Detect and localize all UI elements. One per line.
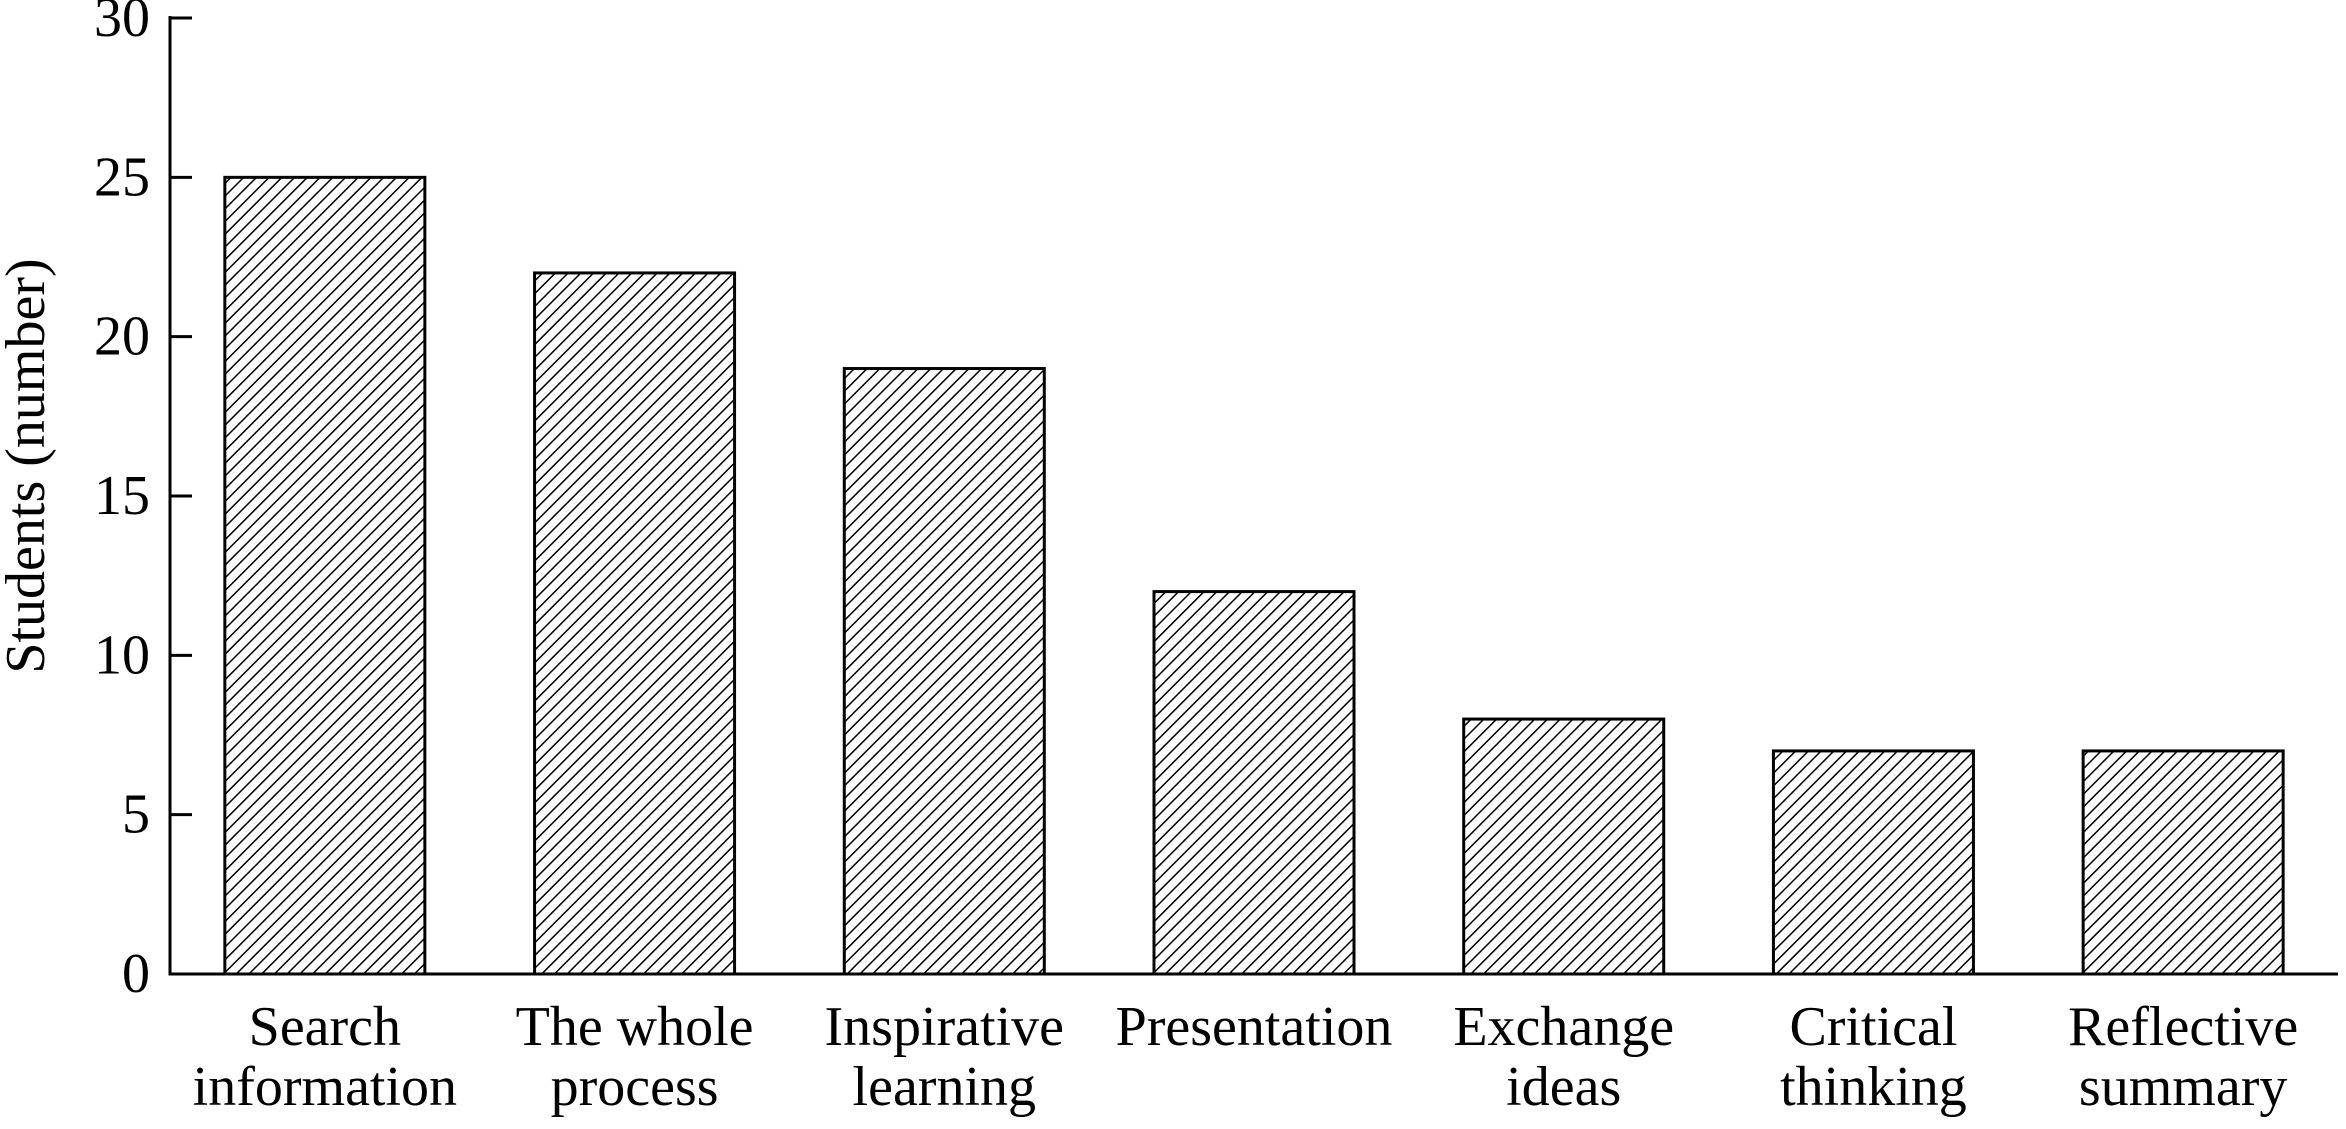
y-tick-label-25: 25 <box>94 146 150 208</box>
y-tick-label-20: 20 <box>94 306 150 368</box>
y-tick-label-10: 10 <box>94 624 150 686</box>
bar-7 <box>2081 749 2285 976</box>
bar-1 <box>223 175 427 976</box>
bars-group <box>223 175 2285 976</box>
x-label-7: Reflective summary <box>2068 996 2298 1118</box>
bar-3 <box>842 367 1046 976</box>
y-ticks-group: 0 5 10 15 20 25 30 <box>94 0 192 1005</box>
x-label-6: Critical thinking <box>1780 996 1967 1118</box>
y-tick-label-0: 0 <box>122 943 150 1005</box>
x-labels-group: Search information The whole process Inspira… <box>193 996 2299 1118</box>
y-axis-title: Students (number) <box>0 258 57 673</box>
bar-6 <box>1771 749 1975 976</box>
x-label-4: Presentation <box>1116 996 1393 1058</box>
y-tick-label-5: 5 <box>122 784 150 846</box>
y-tick-label-15: 15 <box>94 465 150 527</box>
x-label-2: The whole process <box>516 996 754 1118</box>
x-label-5: Exchange ideas <box>1453 996 1674 1118</box>
y-tick-label-30: 30 <box>94 0 150 49</box>
x-label-3: Inspirative learning <box>825 996 1064 1118</box>
bar-2 <box>533 271 737 976</box>
x-label-1: Search information <box>193 996 457 1118</box>
bar-4 <box>1152 590 1356 976</box>
bar-5 <box>1462 717 1666 976</box>
